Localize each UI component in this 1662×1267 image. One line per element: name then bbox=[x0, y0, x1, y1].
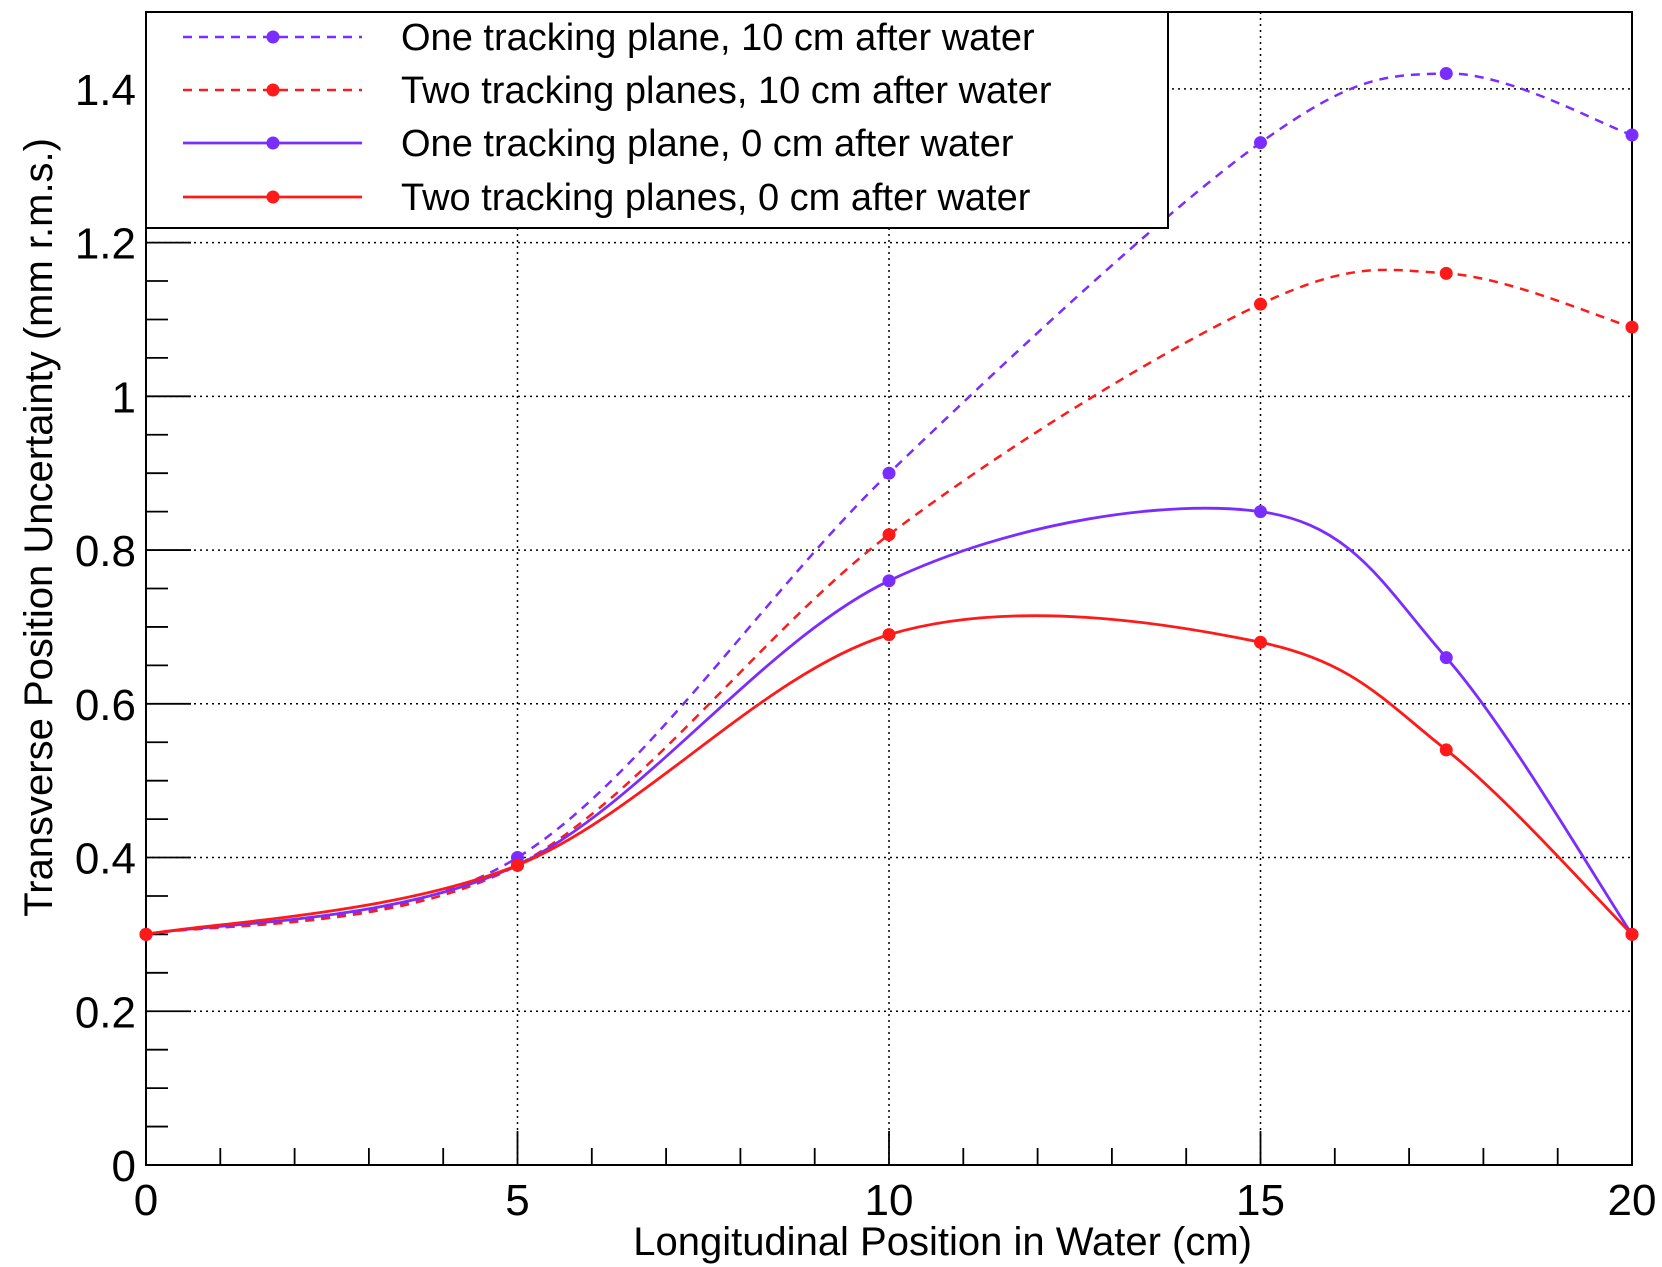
data-point bbox=[511, 858, 524, 872]
data-point bbox=[1625, 128, 1639, 142]
data-point bbox=[882, 574, 896, 588]
y-tick-label: 1.4 bbox=[75, 66, 136, 115]
data-point bbox=[1254, 635, 1267, 649]
legend-label: One tracking plane, 0 cm after water bbox=[401, 123, 1014, 165]
data-point bbox=[882, 466, 896, 480]
series-layer bbox=[139, 66, 1639, 941]
data-point bbox=[1439, 66, 1453, 80]
data-point bbox=[882, 628, 896, 642]
data-point bbox=[1254, 505, 1267, 519]
legend-label: Two tracking planes, 0 cm after water bbox=[401, 177, 1031, 219]
x-axis-title: Longitudinal Position in Water (cm) bbox=[633, 1220, 1252, 1264]
legend-box bbox=[145, 11, 1169, 229]
data-point bbox=[1254, 297, 1267, 311]
legend-marker bbox=[266, 30, 280, 44]
y-tick-label: 0.4 bbox=[75, 835, 136, 884]
y-tick-label: 1 bbox=[112, 373, 136, 422]
data-point bbox=[1254, 136, 1267, 150]
legend-label: One tracking plane, 10 cm after water bbox=[401, 17, 1035, 59]
data-point bbox=[1625, 927, 1639, 941]
series-line bbox=[145, 506, 1634, 936]
y-axis-title: Transverse Position Uncertainty (mm r.m.… bbox=[17, 138, 61, 917]
data-point bbox=[1439, 743, 1453, 757]
series-4 bbox=[139, 614, 1639, 941]
y-tick-label: 1.2 bbox=[75, 220, 136, 269]
x-tick-label: 15 bbox=[1236, 1176, 1285, 1225]
series-line bbox=[145, 614, 1633, 936]
y-tick-label: 0.8 bbox=[75, 527, 136, 576]
legend: One tracking plane, 10 cm after water Two… bbox=[145, 11, 1169, 229]
data-point bbox=[1439, 266, 1453, 280]
y-tick-label: 0 bbox=[112, 1142, 136, 1191]
legend-marker bbox=[266, 83, 280, 97]
data-point bbox=[139, 927, 153, 941]
data-point bbox=[1625, 320, 1639, 334]
legend-label: Two tracking planes, 10 cm after water bbox=[401, 70, 1052, 112]
data-point bbox=[1439, 651, 1453, 665]
y-tick-label: 0.6 bbox=[75, 681, 136, 730]
legend-marker bbox=[266, 136, 280, 150]
ticks-layer bbox=[145, 11, 1633, 1166]
x-tick-label: 0 bbox=[134, 1176, 158, 1225]
y-tick-label: 0.2 bbox=[75, 988, 136, 1037]
legend-marker bbox=[266, 190, 280, 204]
x-tick-label: 20 bbox=[1608, 1176, 1657, 1225]
data-point bbox=[882, 528, 896, 542]
x-tick-label: 5 bbox=[505, 1176, 529, 1225]
x-tick-label: 10 bbox=[865, 1176, 914, 1225]
labels-layer: 0 5 10 15 20 0 0.2 0.4 0.6 0.8 1 1.2 1.4 bbox=[75, 66, 1657, 1225]
